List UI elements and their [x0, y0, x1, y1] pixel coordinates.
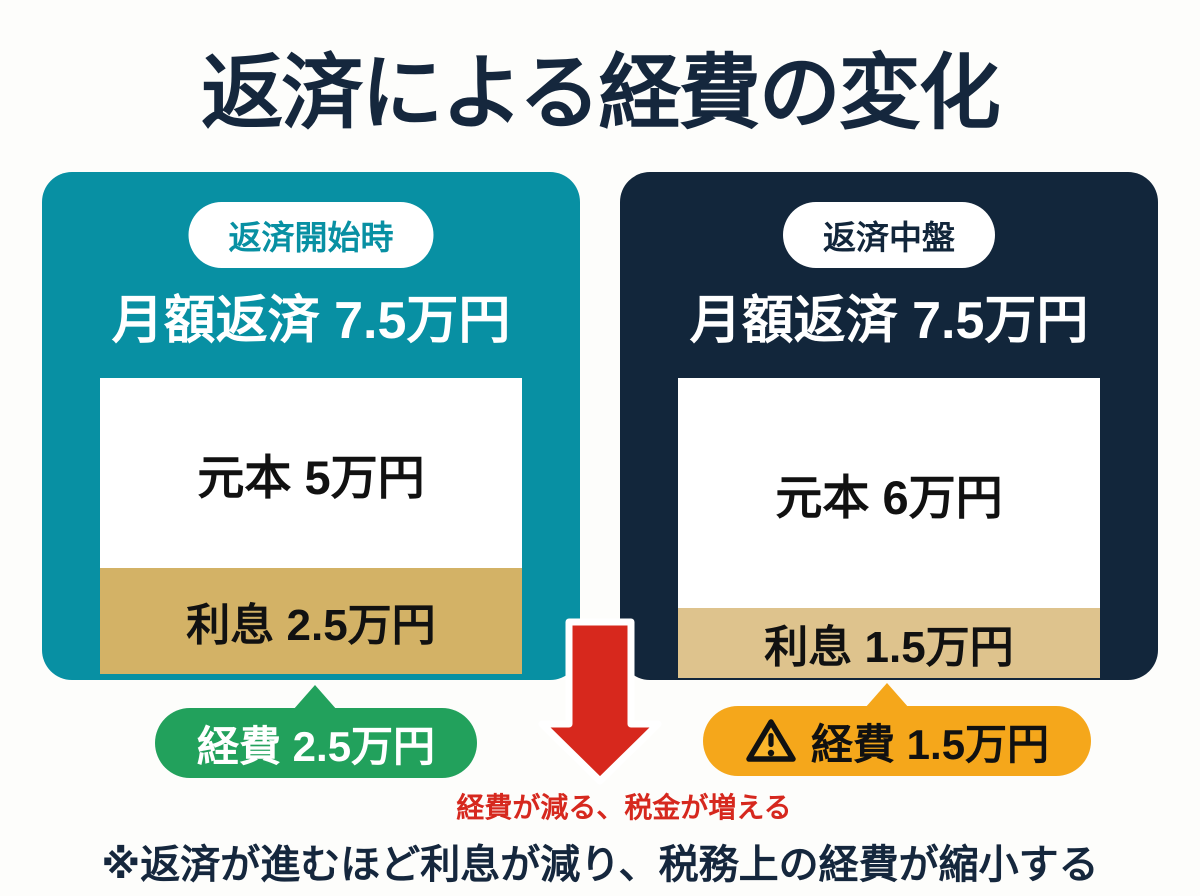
down-arrow-icon — [538, 618, 662, 785]
principal-value-start: 元本 5万円 — [197, 450, 425, 504]
arrow-caption: 経費が減る、税金が増える — [456, 792, 792, 823]
phase-badge-mid: 返済中盤 — [783, 202, 995, 268]
page-title: 返済による経費の変化 — [201, 48, 1001, 139]
breakdown-box-mid: 元本 6万円 利息 1.5万円 — [678, 378, 1100, 678]
card-repayment-start: 返済開始時 月額返済 7.5万円 元本 5万円 利息 2.5万円 — [42, 172, 580, 680]
interest-value-start: 利息 2.5万円 — [100, 568, 522, 674]
expense-badge-mid: 経費 1.5万円 — [703, 706, 1092, 776]
footnote: ※返済が進むほど利息が減り、税務上の経費が縮小する — [101, 843, 1099, 887]
phase-badge-start: 返済開始時 — [188, 202, 434, 268]
pointer-up-green — [293, 685, 337, 710]
breakdown-box-start: 元本 5万円 利息 2.5万円 — [100, 378, 522, 674]
principal-value-mid: 元本 6万円 — [775, 470, 1003, 524]
card-repayment-mid: 返済中盤 月額返済 7.5万円 元本 6万円 利息 1.5万円 — [620, 172, 1158, 680]
expense-badge-start: 経費 2.5万円 — [155, 708, 478, 778]
monthly-repayment-start: 月額返済 7.5万円 — [111, 292, 511, 350]
interest-value-mid: 利息 1.5万円 — [678, 608, 1100, 678]
warning-triangle-icon — [746, 719, 796, 762]
monthly-repayment-mid: 月額返済 7.5万円 — [689, 292, 1089, 350]
expense-badge-start-label: 経費 2.5万円 — [197, 722, 436, 770]
expense-badge-mid-label: 経費 1.5万円 — [811, 720, 1050, 768]
pointer-up-orange — [865, 683, 909, 708]
